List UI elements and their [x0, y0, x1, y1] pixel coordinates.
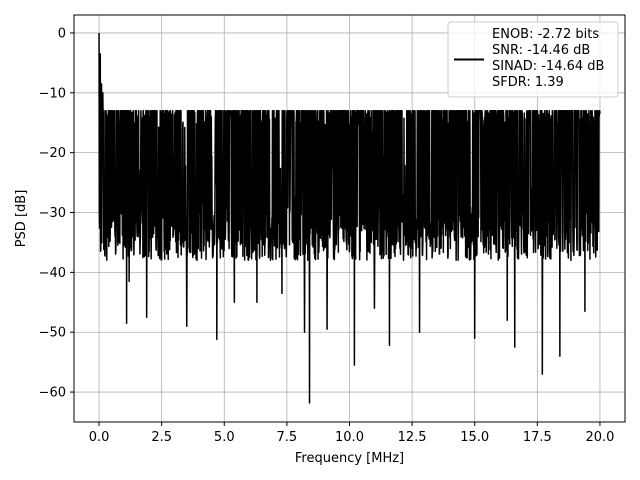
ticks: 0.0 2.5 5.0 7.5 10.0 12.5 15.0 17.5 20.0 0 −10 −20 −…: [39, 26, 615, 445]
x-axis-label: Frequency [MHz]: [295, 451, 404, 466]
legend-line-2: SNR: -14.46 dB: [492, 43, 590, 58]
x-tick-label: 20.0: [585, 430, 614, 445]
legend-line-3: SINAD: -14.64 dB: [492, 59, 604, 74]
legend: ENOB: -2.72 bits SNR: -14.46 dB SINAD: -…: [447, 21, 619, 98]
legend-line-1: ENOB: -2.72 bits: [492, 27, 599, 42]
x-tick-label: 7.5: [277, 430, 298, 445]
y-tick-label: −10: [39, 86, 66, 101]
y-tick-label: −40: [39, 266, 66, 281]
y-tick-label: −20: [39, 146, 66, 161]
x-tick-label: 17.5: [523, 430, 552, 445]
y-tick-label: −60: [39, 386, 66, 401]
y-axis-label: PSD [dB]: [14, 190, 29, 248]
x-tick-label: 12.5: [398, 430, 427, 445]
x-tick-label: 5.0: [214, 430, 235, 445]
y-tick-label: 0: [58, 26, 66, 41]
x-tick-label: 0.0: [89, 430, 110, 445]
psd-series-line: [98, 32, 601, 404]
legend-line-4: SFDR: 1.39: [492, 75, 564, 90]
x-tick-label: 2.5: [151, 430, 172, 445]
x-tick-label: 10.0: [335, 430, 364, 445]
x-tick-label: 15.0: [460, 430, 489, 445]
y-tick-label: −30: [39, 206, 66, 221]
y-tick-label: −50: [39, 326, 66, 341]
series-layer: [98, 32, 601, 404]
legend-box: [447, 21, 619, 98]
